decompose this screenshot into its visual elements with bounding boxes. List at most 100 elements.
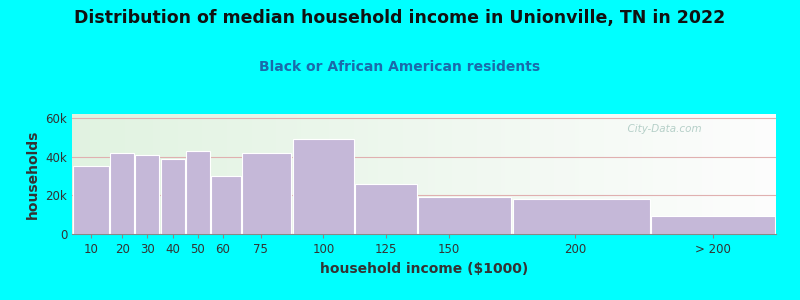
Bar [185, 114, 188, 234]
Bar [431, 114, 434, 234]
Bar [726, 114, 730, 234]
Bar [755, 114, 758, 234]
Bar [410, 114, 414, 234]
Bar [706, 114, 709, 234]
Bar [512, 114, 515, 234]
Bar [139, 114, 142, 234]
Bar [716, 114, 720, 234]
Bar [128, 114, 132, 234]
Bar [491, 114, 494, 234]
Text: Black or African American residents: Black or African American residents [259, 60, 541, 74]
Bar [748, 114, 751, 234]
Bar [434, 114, 438, 234]
Bar [688, 114, 691, 234]
Bar [421, 114, 424, 234]
Bar [618, 114, 621, 234]
Bar [245, 114, 248, 234]
Bar [438, 114, 442, 234]
Bar [186, 151, 210, 234]
Bar [459, 114, 462, 234]
Bar [734, 114, 738, 234]
Bar [600, 114, 603, 234]
Bar [730, 114, 734, 234]
Bar [766, 114, 769, 234]
Bar [484, 114, 487, 234]
Bar [343, 114, 346, 234]
Bar [396, 114, 399, 234]
Bar [418, 197, 511, 234]
Bar [698, 114, 702, 234]
Bar [480, 114, 484, 234]
Bar [667, 114, 670, 234]
Bar [674, 114, 678, 234]
Bar [110, 153, 134, 234]
Text: Distribution of median household income in Unionville, TN in 2022: Distribution of median household income … [74, 9, 726, 27]
Bar [220, 114, 223, 234]
Bar [487, 114, 491, 234]
Bar [72, 114, 75, 234]
Bar [290, 114, 294, 234]
Bar [114, 114, 118, 234]
Bar [691, 114, 695, 234]
Bar [762, 114, 766, 234]
Bar [572, 114, 575, 234]
Bar [635, 114, 638, 234]
Text: City-Data.com: City-Data.com [621, 124, 702, 134]
Bar [414, 114, 417, 234]
Bar [509, 114, 512, 234]
Bar [522, 114, 526, 234]
Bar [318, 114, 322, 234]
Bar [283, 114, 286, 234]
Bar [100, 114, 104, 234]
Bar [550, 114, 554, 234]
Bar [227, 114, 230, 234]
Bar [248, 114, 251, 234]
Bar [125, 114, 128, 234]
Bar [544, 114, 547, 234]
Bar [758, 114, 762, 234]
Bar [210, 114, 213, 234]
Bar [526, 114, 530, 234]
Bar [167, 114, 170, 234]
Bar [417, 114, 421, 234]
Bar [142, 114, 146, 234]
Bar [651, 216, 775, 234]
Bar [286, 114, 290, 234]
Bar [251, 114, 255, 234]
Bar [350, 114, 354, 234]
Bar [230, 114, 234, 234]
Bar [427, 114, 431, 234]
Bar [79, 114, 82, 234]
Bar [339, 114, 343, 234]
Bar [445, 114, 449, 234]
Bar [628, 114, 632, 234]
Bar [638, 114, 642, 234]
Bar [276, 114, 280, 234]
Bar [118, 114, 122, 234]
Bar [104, 114, 107, 234]
Bar [280, 114, 283, 234]
Bar [650, 114, 653, 234]
Bar [593, 114, 597, 234]
Bar [702, 114, 706, 234]
Bar [392, 114, 396, 234]
Bar [336, 114, 339, 234]
Bar [301, 114, 304, 234]
Bar [211, 176, 241, 234]
Bar [174, 114, 178, 234]
Bar [73, 166, 109, 234]
Bar [198, 114, 202, 234]
Bar [382, 114, 386, 234]
Bar [90, 114, 93, 234]
Bar [751, 114, 755, 234]
Bar [304, 114, 308, 234]
Bar [537, 114, 540, 234]
Bar [86, 114, 90, 234]
Bar [579, 114, 582, 234]
Bar [161, 158, 185, 234]
Bar [603, 114, 607, 234]
Bar [82, 114, 86, 234]
Bar [354, 114, 357, 234]
Bar [298, 114, 301, 234]
Bar [562, 114, 565, 234]
